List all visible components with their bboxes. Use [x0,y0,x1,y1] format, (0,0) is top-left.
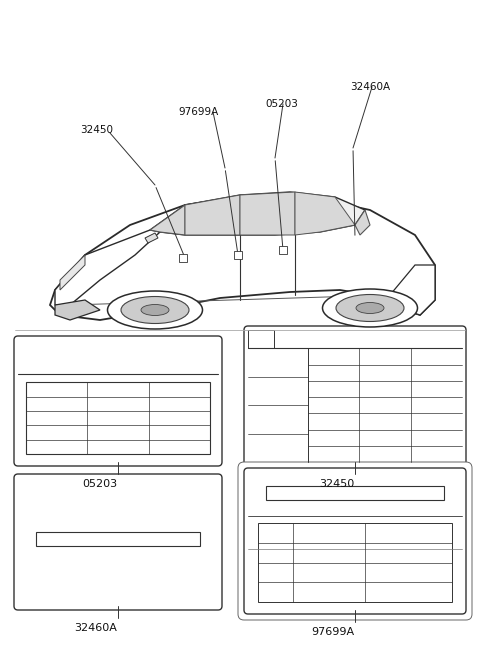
Ellipse shape [323,289,418,327]
Ellipse shape [108,291,203,329]
Text: 97699A: 97699A [312,627,355,637]
Bar [179,254,187,262]
Polygon shape [60,255,85,290]
FancyBboxPatch shape [14,474,222,610]
Bar [26,382,210,454]
Polygon shape [55,300,100,320]
Polygon shape [355,210,370,235]
FancyBboxPatch shape [14,336,222,466]
Text: 32450: 32450 [80,125,113,135]
Bar [36,533,200,546]
Ellipse shape [121,297,189,324]
Polygon shape [185,195,240,235]
Polygon shape [295,192,355,235]
FancyBboxPatch shape [244,468,466,614]
FancyBboxPatch shape [244,326,466,466]
Bar [279,246,287,254]
Text: 32460A: 32460A [350,82,390,92]
Bar [248,330,274,348]
Text: 32450: 32450 [319,479,355,489]
Ellipse shape [336,295,404,322]
Text: 05203: 05203 [265,99,298,109]
Polygon shape [145,233,158,243]
Polygon shape [240,192,295,235]
FancyBboxPatch shape [238,462,472,620]
Bar [258,523,452,602]
Ellipse shape [141,305,169,316]
Ellipse shape [356,303,384,314]
Text: 97699A: 97699A [178,107,218,117]
Polygon shape [150,192,365,235]
Text: 32460A: 32460A [74,623,118,633]
Polygon shape [390,265,435,315]
Polygon shape [55,230,160,305]
Text: 05203: 05203 [83,479,118,489]
Polygon shape [150,205,185,235]
Bar [266,486,444,500]
Polygon shape [50,195,435,320]
Bar [234,251,242,259]
